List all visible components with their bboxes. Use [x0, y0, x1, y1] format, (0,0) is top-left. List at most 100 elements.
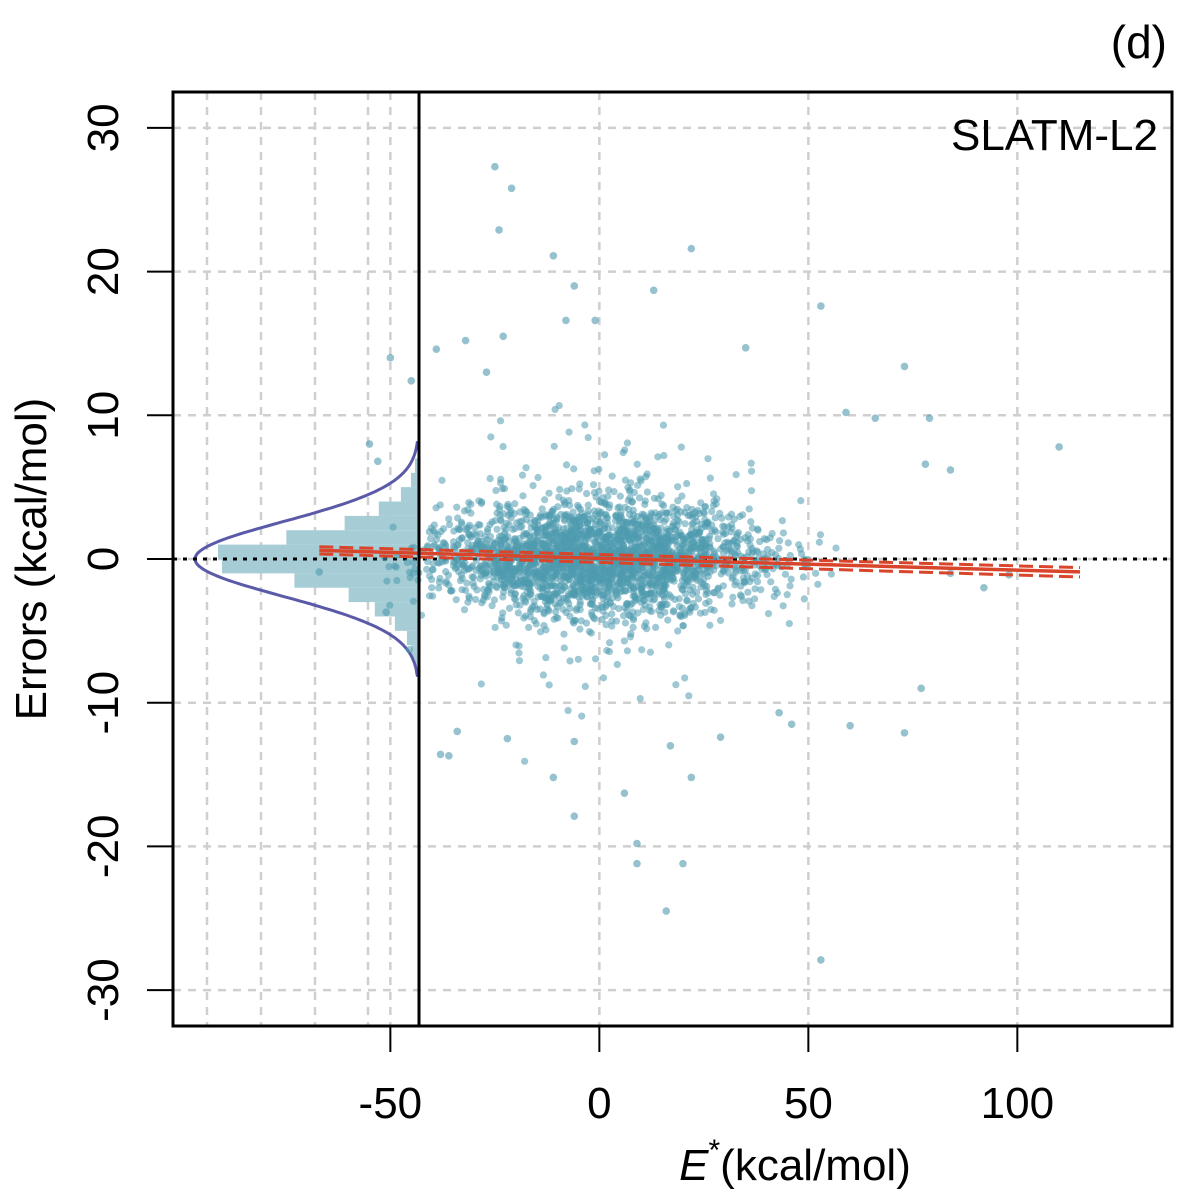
- data-point: [619, 612, 628, 620]
- data-point: [751, 570, 759, 578]
- data-point: [816, 531, 825, 539]
- data-point: [486, 474, 494, 483]
- data-point: [436, 501, 444, 509]
- data-point: [536, 628, 545, 636]
- data-point: [602, 538, 610, 547]
- data-point: [505, 521, 513, 529]
- data-point: [726, 546, 735, 554]
- data-point: [499, 332, 508, 341]
- data-point: [718, 528, 727, 536]
- data-point: [746, 541, 754, 549]
- data-point: [681, 590, 690, 598]
- data-point: [469, 573, 478, 582]
- histogram-bar: [400, 487, 419, 502]
- data-point: [550, 442, 558, 450]
- data-point: [636, 570, 644, 578]
- data-point: [641, 547, 649, 556]
- data-point: [674, 483, 682, 491]
- data-point: [471, 595, 480, 604]
- data-point: [601, 569, 609, 577]
- data-point: [580, 513, 588, 521]
- data-point: [665, 527, 673, 535]
- data-point: [747, 467, 756, 475]
- data-point: [511, 500, 519, 508]
- histogram-bar: [410, 472, 419, 488]
- data-point: [640, 596, 648, 605]
- data-point: [560, 644, 568, 652]
- data-point: [610, 488, 618, 496]
- data-point: [475, 520, 483, 529]
- data-point: [546, 597, 554, 605]
- data-point: [491, 162, 499, 171]
- data-point: [432, 345, 441, 354]
- y-axis-title: Errors (kcal/mol): [7, 398, 56, 721]
- data-point: [728, 600, 736, 608]
- data-point: [486, 561, 494, 569]
- data-point: [527, 580, 535, 588]
- data-point: [608, 617, 616, 625]
- data-point: [391, 562, 399, 570]
- data-point: [656, 536, 664, 544]
- data-point: [570, 587, 578, 595]
- data-point: [620, 789, 629, 798]
- data-point: [458, 520, 466, 528]
- data-point: [538, 513, 546, 521]
- data-point: [733, 562, 741, 570]
- data-point: [424, 557, 432, 566]
- data-point: [695, 509, 703, 518]
- data-point: [747, 459, 755, 467]
- data-point: [754, 548, 762, 556]
- data-point: [660, 586, 668, 594]
- data-point: [621, 568, 629, 576]
- data-point: [743, 572, 752, 580]
- data-point: [674, 627, 682, 635]
- data-point: [683, 597, 691, 605]
- data-point: [550, 615, 558, 623]
- data-point: [946, 466, 955, 474]
- data-point: [786, 551, 794, 560]
- data-point: [797, 497, 805, 505]
- data-point: [505, 604, 514, 612]
- data-point: [573, 516, 581, 524]
- data-point: [477, 537, 485, 545]
- data-point: [527, 607, 535, 616]
- data-point: [374, 457, 382, 466]
- data-point: [514, 609, 522, 617]
- data-point: [540, 567, 548, 575]
- x-tick-label: -50: [359, 1079, 423, 1128]
- data-point: [653, 552, 661, 560]
- data-point: [533, 525, 541, 533]
- data-point: [409, 558, 418, 567]
- data-point: [647, 509, 655, 517]
- data-point: [591, 615, 599, 623]
- data-point: [442, 568, 450, 576]
- histogram-bar: [414, 458, 419, 473]
- data-point: [771, 585, 780, 593]
- data-point: [383, 577, 391, 585]
- data-point: [538, 505, 546, 513]
- data-point: [672, 538, 681, 546]
- data-point: [654, 453, 662, 461]
- data-point: [493, 525, 501, 533]
- data-point: [643, 625, 651, 633]
- data-point: [753, 578, 762, 586]
- data-point: [678, 492, 686, 500]
- data-point: [659, 421, 668, 429]
- data-point: [430, 521, 438, 529]
- data-point: [679, 540, 688, 548]
- data-point: [503, 734, 512, 743]
- data-point: [512, 538, 520, 546]
- data-point: [764, 610, 773, 618]
- data-point: [621, 446, 629, 454]
- data-point: [757, 586, 765, 594]
- data-point: [623, 439, 632, 447]
- data-point: [587, 629, 595, 637]
- data-point: [587, 572, 595, 580]
- data-point: [775, 544, 783, 552]
- data-point: [701, 608, 709, 617]
- data-point: [480, 585, 488, 593]
- fit-ci-upper-line: [319, 545, 1081, 570]
- data-point: [756, 537, 764, 546]
- data-point: [447, 587, 455, 595]
- data-point: [660, 595, 669, 603]
